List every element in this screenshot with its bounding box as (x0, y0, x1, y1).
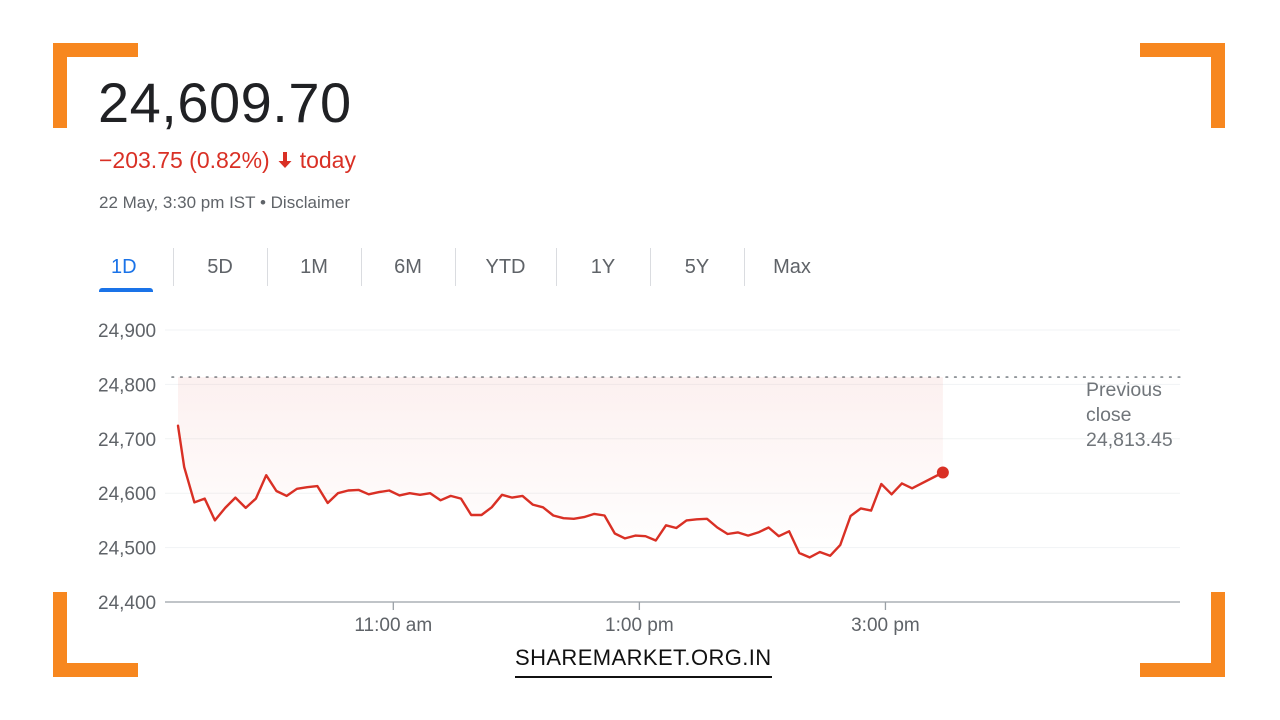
tab-label: 5D (207, 255, 233, 278)
tab-max[interactable]: Max (744, 248, 840, 286)
y-tick-label: 24,400 (98, 593, 156, 614)
arrow-down-icon (278, 152, 292, 168)
x-tick-label: 11:00 am (354, 615, 432, 636)
price-change: −203.75 (0.82%) today (99, 145, 356, 175)
tab-label: YTD (485, 255, 526, 278)
tab-label: 1M (300, 255, 328, 278)
range-tabs: 1D 5D 1M 6M YTD 1Y 5Y Max (98, 248, 840, 292)
timestamp: 22 May, 3:30 pm IST (99, 193, 256, 212)
y-tick-label: 24,900 (98, 321, 156, 342)
tab-label: Max (773, 255, 811, 278)
tab-1d[interactable]: 1D (98, 248, 173, 292)
previous-close-label: close (1086, 404, 1132, 426)
x-tick-label: 3:00 pm (851, 615, 920, 636)
previous-close-label: Previous (1086, 379, 1162, 401)
change-period: today (299, 147, 356, 173)
tab-label: 6M (394, 255, 422, 278)
corner-bracket-bottom-left (53, 592, 138, 677)
corner-bracket-top-left (53, 43, 138, 128)
y-tick-label: 24,500 (98, 539, 156, 560)
tab-5d[interactable]: 5D (173, 248, 267, 286)
y-tick-label: 24,700 (98, 430, 156, 451)
disclaimer-link[interactable]: Disclaimer (270, 193, 350, 212)
x-tick-label: 1:00 pm (605, 615, 674, 636)
watermark-brand: SHAREMARKET.ORG.IN (515, 645, 772, 678)
y-tick-label: 24,800 (98, 375, 156, 396)
corner-bracket-bottom-right (1140, 592, 1225, 677)
tab-1y[interactable]: 1Y (556, 248, 650, 286)
tab-5y[interactable]: 5Y (650, 248, 744, 286)
tab-6m[interactable]: 6M (361, 248, 455, 286)
price-area-fill (178, 377, 943, 558)
meta-separator: • (259, 193, 266, 212)
tab-ytd[interactable]: YTD (455, 248, 556, 286)
tab-label: 5Y (684, 255, 710, 278)
tab-label: 1D (111, 255, 137, 278)
y-tick-label: 24,600 (98, 484, 156, 505)
last-price-dot (936, 466, 949, 479)
previous-close-label: 24,813.45 (1086, 429, 1173, 451)
current-price: 24,609.70 (98, 71, 352, 134)
tab-1m[interactable]: 1M (267, 248, 361, 286)
corner-bracket-top-right (1140, 43, 1225, 128)
change-value: −203.75 (0.82%) (99, 147, 270, 173)
quote-meta: 22 May, 3:30 pm IST • Disclaimer (99, 192, 350, 214)
tab-label: 1Y (590, 255, 616, 278)
price-line (176, 424, 945, 559)
